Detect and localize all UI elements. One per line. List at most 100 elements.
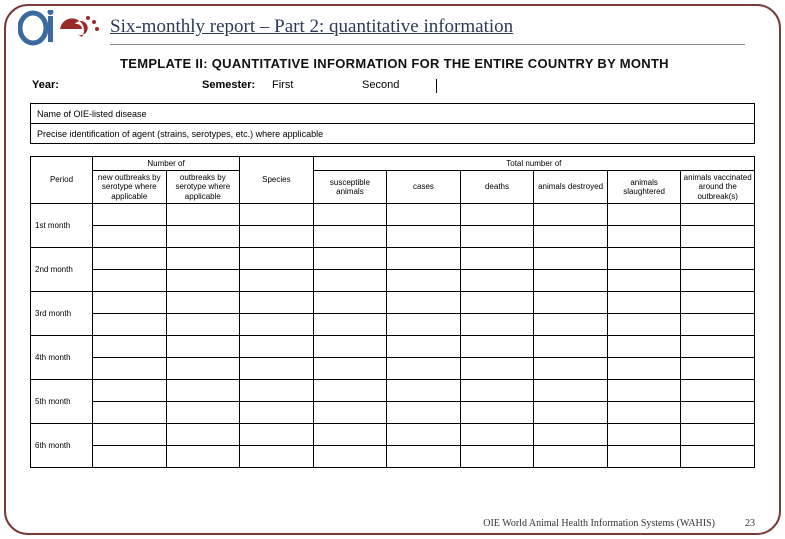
table-cell	[166, 247, 240, 269]
table-cell	[313, 247, 387, 269]
table-cell	[387, 379, 461, 401]
table-cell	[240, 445, 314, 467]
col-susceptible: susceptible animals	[313, 171, 387, 204]
table-cell	[607, 203, 681, 225]
table-row-period: 1st month	[31, 203, 93, 247]
table-cell	[460, 379, 534, 401]
table-cell	[313, 379, 387, 401]
table-cell	[93, 445, 167, 467]
slide-footer: OIE World Animal Health Information Syst…	[483, 518, 755, 529]
table-cell	[681, 335, 755, 357]
table-cell	[534, 225, 608, 247]
table-cell	[534, 423, 608, 445]
table-cell	[240, 291, 314, 313]
table-cell	[93, 291, 167, 313]
table-cell	[534, 335, 608, 357]
table-cell	[166, 313, 240, 335]
table-cell	[387, 401, 461, 423]
table-cell	[460, 269, 534, 291]
table-cell	[387, 423, 461, 445]
table-cell	[313, 291, 387, 313]
oie-logo	[18, 10, 102, 55]
table-cell	[534, 445, 608, 467]
table-cell	[313, 313, 387, 335]
col-period: Period	[31, 157, 93, 204]
col-slaughtered: animals slaughtered	[607, 171, 681, 204]
table-cell	[93, 401, 167, 423]
table-cell	[534, 379, 608, 401]
table-cell	[240, 203, 314, 225]
table-cell	[460, 291, 534, 313]
table-cell	[93, 357, 167, 379]
slide-header: Six-monthly report – Part 2: quantitativ…	[110, 16, 745, 45]
table-cell	[460, 313, 534, 335]
table-cell	[93, 225, 167, 247]
table-cell	[534, 269, 608, 291]
table-cell	[93, 335, 167, 357]
table-cell	[460, 225, 534, 247]
table-row-period: 3rd month	[31, 291, 93, 335]
table-cell	[681, 445, 755, 467]
table-row-period: 2nd month	[31, 247, 93, 291]
table-cell	[166, 357, 240, 379]
table-cell	[534, 401, 608, 423]
table-cell	[240, 379, 314, 401]
table-cell	[240, 225, 314, 247]
table-cell	[387, 291, 461, 313]
table-cell	[681, 313, 755, 335]
template-title: TEMPLATE II: QUANTITATIVE INFORMATION FO…	[120, 56, 755, 71]
table-cell	[681, 203, 755, 225]
table-cell	[93, 269, 167, 291]
table-cell	[607, 335, 681, 357]
slide-title: Six-monthly report – Part 2: quantitativ…	[110, 16, 513, 37]
table-cell	[93, 203, 167, 225]
table-cell	[313, 335, 387, 357]
col-species: Species	[240, 157, 314, 204]
table-cell	[240, 247, 314, 269]
table-row-period: 5th month	[31, 379, 93, 423]
table-cell	[240, 269, 314, 291]
table-cell	[313, 423, 387, 445]
table-cell	[681, 357, 755, 379]
table-cell	[387, 445, 461, 467]
group-number-of: Number of	[93, 157, 240, 171]
table-cell	[313, 203, 387, 225]
table-cell	[607, 247, 681, 269]
table-cell	[607, 401, 681, 423]
table-cell	[607, 445, 681, 467]
table-cell	[387, 357, 461, 379]
table-cell	[313, 357, 387, 379]
table-cell	[166, 291, 240, 313]
table-cell	[313, 445, 387, 467]
table-cell	[607, 291, 681, 313]
table-cell	[607, 357, 681, 379]
table-cell	[387, 313, 461, 335]
table-cell	[460, 423, 534, 445]
slide-content: TEMPLATE II: QUANTITATIVE INFORMATION FO…	[30, 52, 755, 509]
table-cell	[460, 357, 534, 379]
table-cell	[166, 423, 240, 445]
table-cell	[460, 335, 534, 357]
disease-name-row: Name of OIE-listed disease	[31, 104, 755, 124]
table-cell	[534, 357, 608, 379]
table-cell	[166, 379, 240, 401]
second-label: Second	[362, 79, 432, 93]
semester-label: Semester:	[202, 79, 272, 93]
table-cell	[681, 379, 755, 401]
divider-bar	[436, 79, 437, 93]
table-cell	[240, 357, 314, 379]
col-cases: cases	[387, 171, 461, 204]
table-cell	[166, 203, 240, 225]
col-vaccinated: animals vaccinated around the outbreak(s…	[681, 171, 755, 204]
table-cell	[93, 379, 167, 401]
table-cell	[534, 247, 608, 269]
first-label: First	[272, 79, 362, 93]
table-cell	[607, 225, 681, 247]
table-cell	[313, 269, 387, 291]
table-cell	[681, 291, 755, 313]
table-cell	[534, 313, 608, 335]
table-cell	[681, 423, 755, 445]
year-label: Year:	[32, 79, 202, 93]
table-cell	[166, 401, 240, 423]
table-cell	[460, 247, 534, 269]
